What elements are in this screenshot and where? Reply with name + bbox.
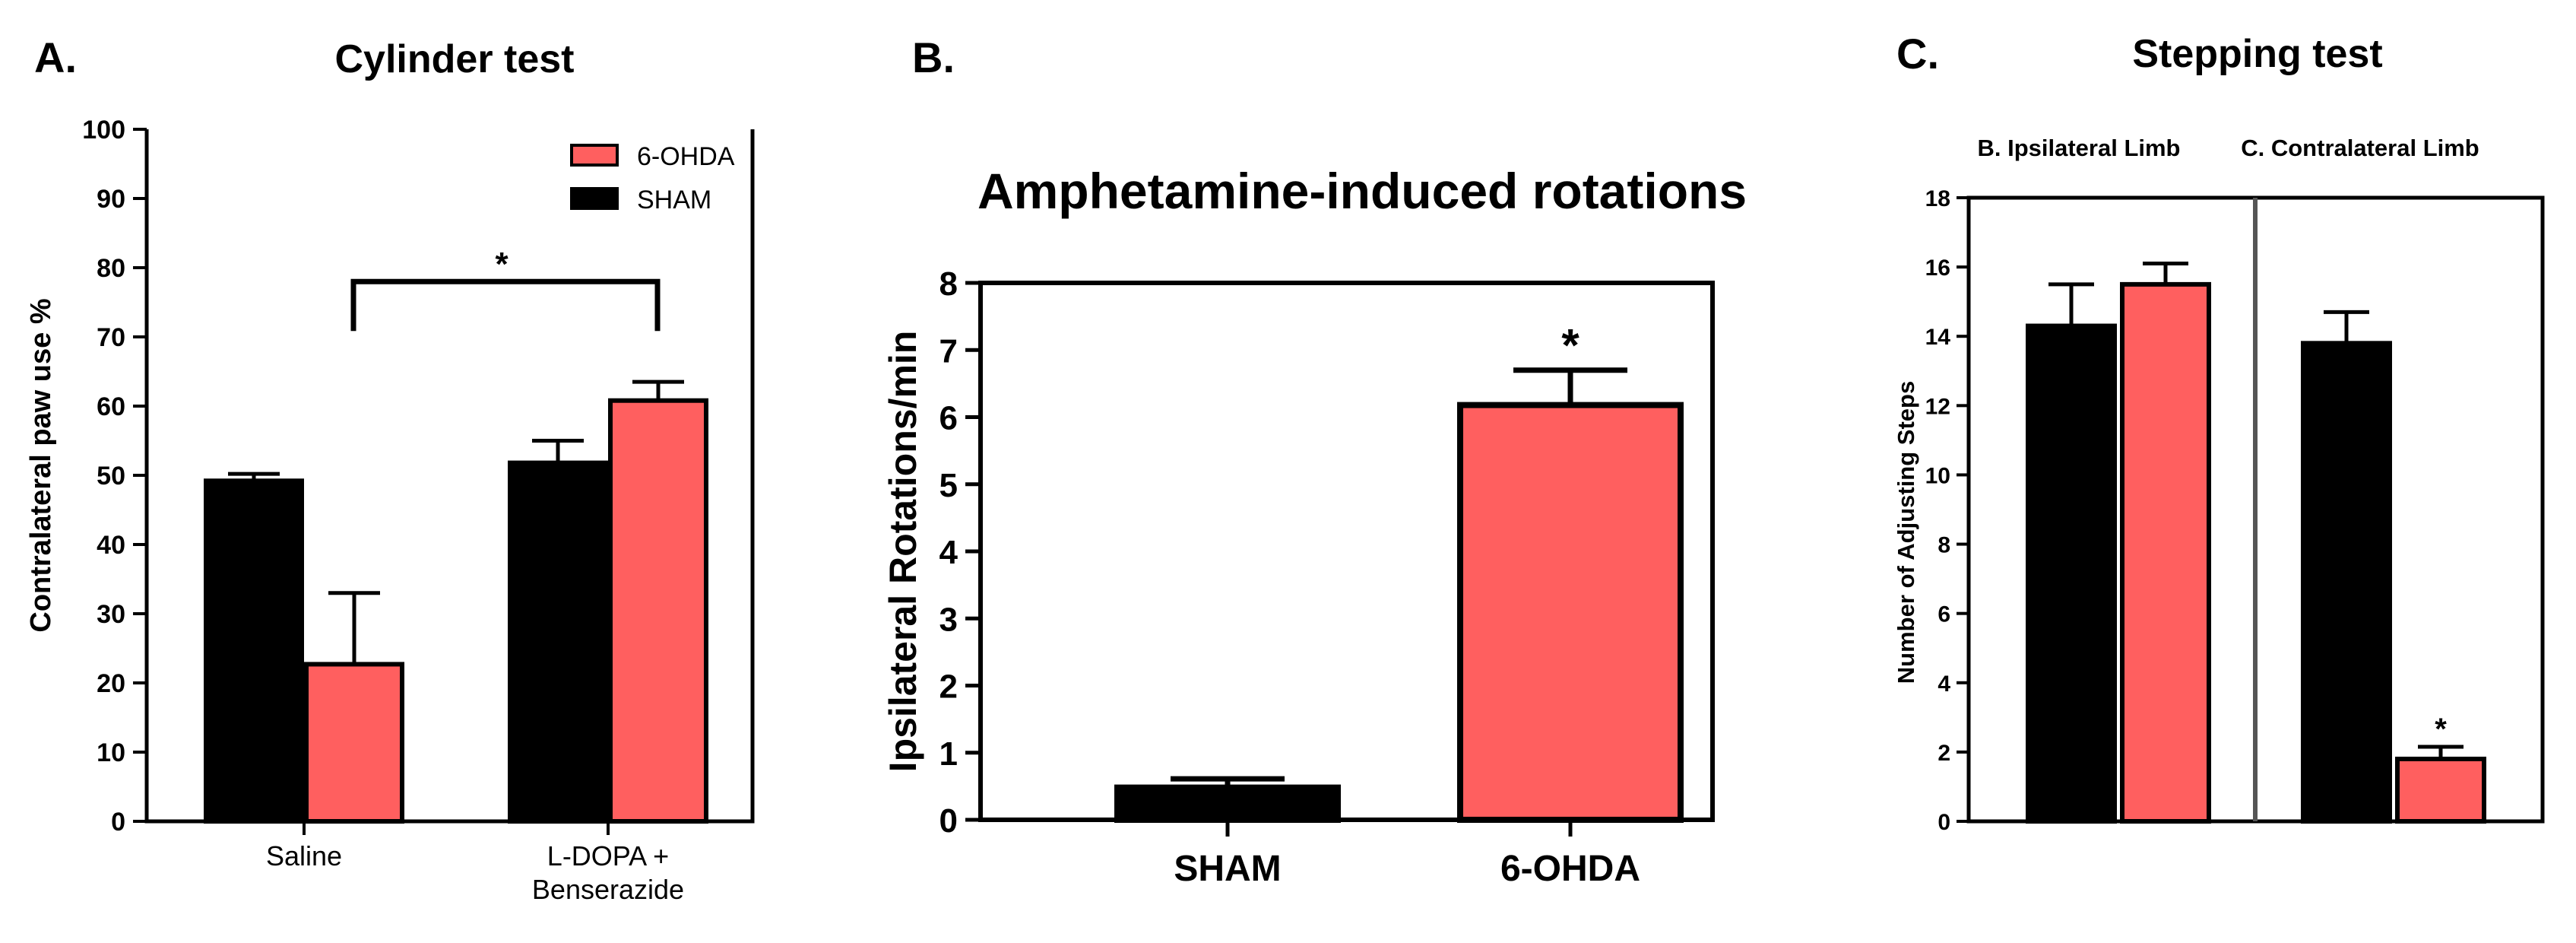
chart-stepping-test: 0 2 4 6 8 10 12 14 16 18 * bbox=[1925, 186, 2545, 835]
x-tick-label: Benserazide bbox=[532, 874, 684, 905]
x-tick-label: 6-OHDA bbox=[1500, 849, 1640, 889]
y-tick-label: 0 bbox=[111, 808, 125, 837]
legend-swatch-1 bbox=[570, 187, 619, 210]
panel-c-sublabel-contralateral: C. Contralateral Limb bbox=[2241, 135, 2479, 161]
y-tick-label: 30 bbox=[97, 600, 125, 629]
y-tick-label: 14 bbox=[1925, 325, 1951, 350]
y-tick-label: 90 bbox=[97, 185, 125, 214]
y-tick-label: 4 bbox=[1938, 672, 1950, 697]
y-tick-label: 10 bbox=[1925, 463, 1950, 488]
y-tick-label: 12 bbox=[1925, 394, 1950, 419]
bar-6ohda-0 bbox=[304, 662, 404, 824]
x-tick-label: SHAM bbox=[1174, 849, 1281, 889]
y-tick-label: 1 bbox=[939, 735, 958, 773]
y-tick-label: 16 bbox=[1925, 256, 1950, 281]
y-tick-label: 2 bbox=[1938, 741, 1950, 766]
y-tick-label: 50 bbox=[97, 462, 125, 491]
y-tick-label: 7 bbox=[939, 332, 958, 370]
y-tick-label: 2 bbox=[939, 668, 958, 706]
y-tick-label: 0 bbox=[1938, 810, 1950, 835]
panel-c-title: Stepping test bbox=[2132, 32, 2382, 76]
y-tick-label: 8 bbox=[939, 265, 958, 303]
y-tick-label: 3 bbox=[939, 601, 958, 638]
y-tick-label: 0 bbox=[939, 802, 958, 840]
y-tick-label: 18 bbox=[1925, 186, 1950, 211]
panel-c-ylabel: Number of Adjusting Steps bbox=[1893, 381, 1919, 684]
panel-a-ylabel: Contralateral paw use % bbox=[25, 298, 57, 632]
bar-sham-1 bbox=[508, 460, 608, 824]
panel-a-letter: A. bbox=[34, 33, 77, 81]
y-tick-label: 40 bbox=[97, 531, 125, 560]
x-tick-label: L-DOPA + bbox=[547, 840, 669, 872]
bar-6ohda-0 bbox=[2120, 281, 2211, 824]
significance-star: * bbox=[1561, 320, 1580, 371]
bar-6ohda-1 bbox=[608, 398, 708, 824]
significance-star: * bbox=[2435, 713, 2447, 746]
panel-c-sublabel-ipsilateral: B. Ipsilateral Limb bbox=[1977, 135, 2180, 161]
bar-sham-0 bbox=[2026, 323, 2117, 824]
panel-b-letter: B. bbox=[912, 33, 955, 81]
plot-frame bbox=[978, 281, 1715, 822]
x-tick-label: Saline bbox=[266, 840, 342, 872]
plot-frame bbox=[144, 129, 755, 824]
y-tick-label: 6 bbox=[1938, 602, 1950, 627]
y-tick-label: 4 bbox=[939, 534, 958, 571]
y-tick-label: 8 bbox=[1938, 533, 1950, 558]
bar-1 bbox=[1457, 402, 1684, 823]
y-tick-label: 100 bbox=[82, 116, 125, 144]
bar-sham-1 bbox=[2301, 341, 2392, 824]
chart-amphetamine-rotations: 0 1 2 3 4 5 6 7 8 SHAM 6-OHDA * bbox=[939, 265, 1715, 889]
y-tick-label: 10 bbox=[97, 738, 125, 767]
legend-swatch-0 bbox=[570, 144, 619, 167]
bar-sham-0 bbox=[204, 478, 304, 824]
bar-0 bbox=[1114, 784, 1341, 824]
panel-a-title: Cylinder test bbox=[335, 37, 575, 81]
significance-bracket bbox=[350, 278, 661, 332]
y-tick-label: 80 bbox=[97, 254, 125, 283]
y-tick-label: 60 bbox=[97, 392, 125, 421]
y-tick-label: 70 bbox=[97, 323, 125, 352]
chart-cylinder-test: 0 10 20 30 40 50 60 70 80 90 100 Saline L-DOPA +Bens… bbox=[82, 116, 755, 905]
panel-c-letter: C. bbox=[1896, 30, 1939, 78]
significance-star: * bbox=[495, 246, 509, 283]
y-tick-label: 6 bbox=[939, 400, 958, 437]
panel-b-ylabel: Ipsilateral Rotations/min bbox=[882, 331, 924, 773]
y-tick-label: 20 bbox=[97, 669, 125, 698]
panel-b-title: Amphetamine-induced rotations bbox=[977, 163, 1747, 219]
legend-label-1: SHAM bbox=[637, 186, 711, 214]
y-tick-label: 5 bbox=[939, 467, 958, 504]
bar-6ohda-1 bbox=[2395, 757, 2486, 824]
legend-label-0: 6-OHDA bbox=[637, 142, 735, 171]
